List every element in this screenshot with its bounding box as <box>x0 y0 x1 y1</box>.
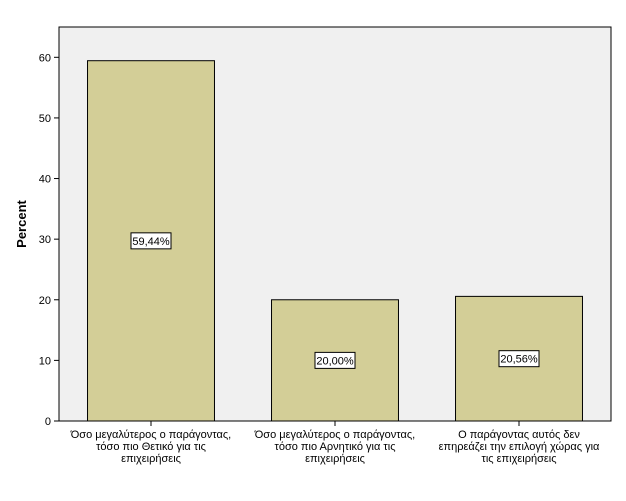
data-label-text: 59,44% <box>132 236 170 248</box>
x-tick-label: Ο παράγοντας αυτός δεν επηρεάζει την επιλ… <box>439 429 600 465</box>
data-label-text: 20,00% <box>316 355 354 367</box>
data-label: 20,56% <box>498 350 540 368</box>
data-label: 59,44% <box>130 232 172 250</box>
y-tick-label: 20 <box>39 295 51 307</box>
x-tick-label: Όσο μεγαλύτερος ο παράγοντας, τόσο πιο Αρ… <box>254 429 415 465</box>
y-tick-label: 10 <box>39 355 51 367</box>
data-label-box <box>498 350 540 368</box>
data-label-box <box>130 232 172 250</box>
y-tick-label: 60 <box>39 52 51 64</box>
x-tick-label: Όσο μεγαλύτερος ο παράγοντας, τόσο πιο Θε… <box>70 429 231 465</box>
y-tick-label: 50 <box>39 113 51 125</box>
data-label: 20,00% <box>314 351 356 369</box>
y-tick-label: 40 <box>39 174 51 186</box>
y-tick-label: 30 <box>39 234 51 246</box>
y-tick-label: 0 <box>45 416 51 428</box>
data-label-text: 20,56% <box>500 354 538 366</box>
data-label-box <box>314 351 356 369</box>
y-axis-label: Percent <box>14 199 29 247</box>
